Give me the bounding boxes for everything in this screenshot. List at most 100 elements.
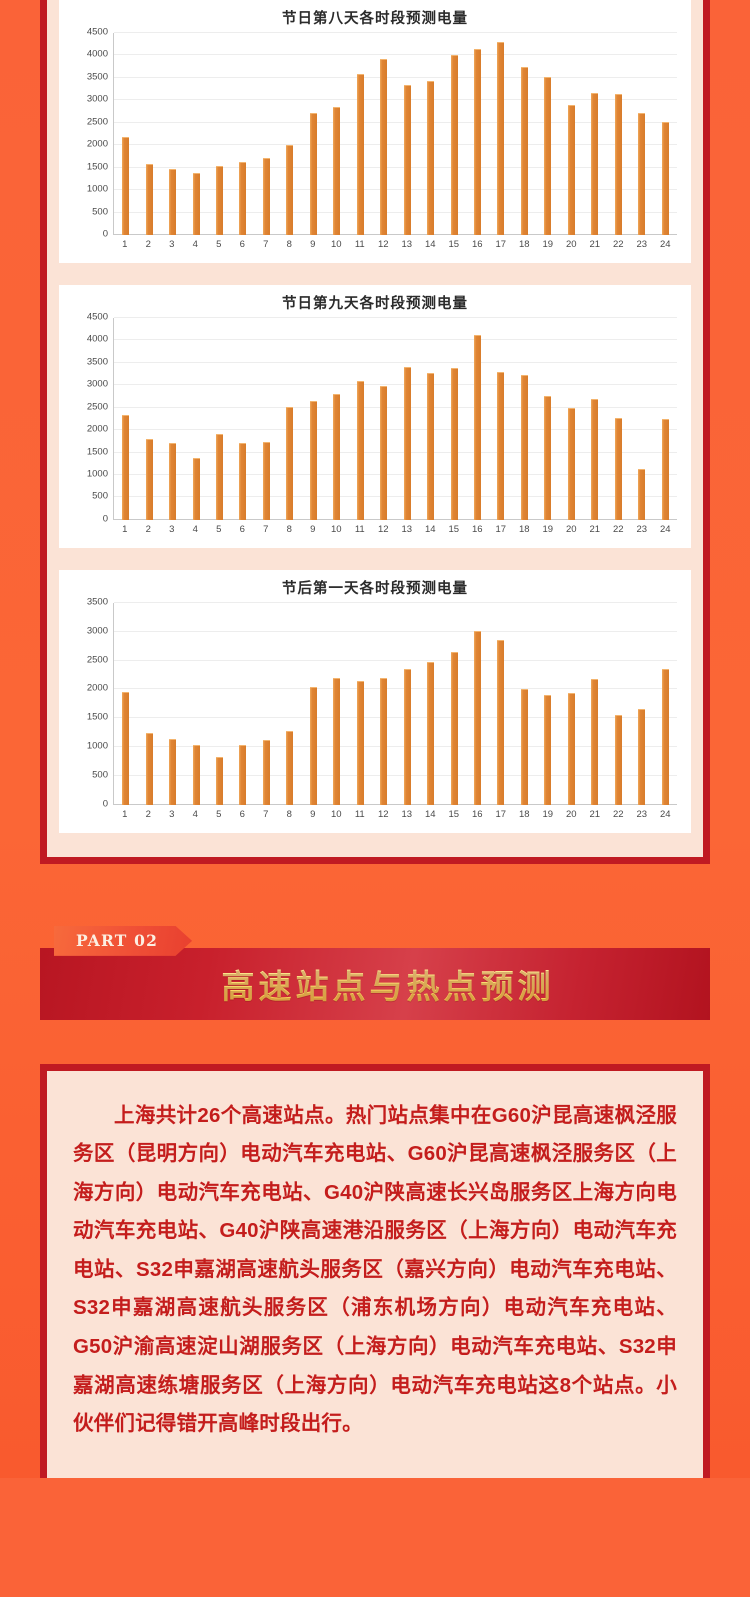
bar-slot <box>607 603 630 805</box>
x-axis-tick-label: 7 <box>263 238 269 250</box>
bar-slot <box>536 33 559 235</box>
bar-slot <box>607 318 630 520</box>
y-axis-tick-label: 3500 <box>86 71 108 83</box>
gridline: 500 <box>92 206 677 217</box>
bar-slot <box>349 318 372 520</box>
plot-area-after1: 0 500 1000 1500 2000 2500 3000 3500 <box>87 596 677 809</box>
x-axis-tick-label: 20 <box>565 523 577 535</box>
gridline: 500 <box>92 769 677 780</box>
bar <box>497 42 505 235</box>
x-axis-tick-label: 15 <box>448 238 460 250</box>
x-axis-tick-label: 4 <box>192 523 198 535</box>
x-axis-tick-label: 1 <box>122 238 128 250</box>
x-axis-after1: 1 2 3 4 5 6 7 8 9 10 11 12 13 14 15 16 17 18 19 20 21 22 23 24 <box>113 805 677 820</box>
x-axis-tick-label: 10 <box>330 808 342 820</box>
y-axis-tick-label: 2500 <box>86 654 108 666</box>
x-axis-tick-label: 3 <box>169 238 175 250</box>
x-axis-tick-label: 11 <box>354 523 365 535</box>
bar <box>520 67 528 235</box>
gridline: 3000 <box>87 379 677 390</box>
bar <box>380 58 388 235</box>
bar <box>380 678 388 805</box>
bar <box>239 162 247 235</box>
gridline: 1500 <box>87 446 677 457</box>
gridline: 3500 <box>87 596 677 607</box>
x-axis-tick-label: 13 <box>401 238 413 250</box>
bar-slot <box>419 603 442 805</box>
bar-slot <box>137 33 160 235</box>
bar <box>192 458 200 520</box>
x-axis-tick-label: 16 <box>471 238 483 250</box>
bar-slot <box>161 603 184 805</box>
bar-slot <box>630 33 653 235</box>
bar <box>614 93 622 235</box>
gridline: 4500 <box>87 26 677 37</box>
gridline: 2000 <box>87 424 677 435</box>
y-axis-tick-label: 3500 <box>86 356 108 368</box>
x-axis-tick-label: 11 <box>354 238 365 250</box>
bar <box>192 744 200 805</box>
bar <box>591 93 599 235</box>
bar <box>520 688 528 805</box>
bar <box>169 443 177 520</box>
chart-card-after1: 节后第一天各时段预测电量 0 500 1000 1500 2000 2500 3000 350… <box>59 569 691 833</box>
x-axis-tick-label: 17 <box>495 523 507 535</box>
bar <box>216 757 224 805</box>
bar <box>427 373 435 520</box>
bar-slot <box>161 33 184 235</box>
bar <box>239 744 247 805</box>
x-axis-tick-label: 12 <box>377 523 389 535</box>
gridline: 2500 <box>87 654 677 665</box>
bar-group <box>114 603 677 805</box>
x-axis-tick-label: 24 <box>659 238 671 250</box>
bar <box>403 669 411 805</box>
y-axis-tick-label: 4000 <box>86 48 108 60</box>
x-axis-tick-label: 2 <box>145 808 151 820</box>
y-axis-tick-label: 1000 <box>86 183 108 195</box>
bar-slot <box>583 603 606 805</box>
bar-slot <box>489 318 512 520</box>
body-text-card: 上海共计26个高速站点。热门站点集中在G60沪昆高速枫泾服务区（昆明方向）电动汽… <box>40 1063 710 1478</box>
bar-slot <box>325 33 348 235</box>
bar <box>591 678 599 805</box>
x-axis-tick-label: 17 <box>495 808 507 820</box>
chart-title-day8: 节日第八天各时段预测电量 <box>282 10 468 27</box>
bar-slot <box>325 318 348 520</box>
bar-slot <box>349 33 372 235</box>
gridline: 3000 <box>87 625 677 636</box>
bar-slot <box>278 33 301 235</box>
x-axis-tick-label: 2 <box>145 523 151 535</box>
bar <box>356 380 364 520</box>
bar-group <box>114 318 677 520</box>
x-axis-tick-label: 2 <box>145 238 151 250</box>
bar <box>192 172 200 235</box>
x-axis-tick-label: 18 <box>518 808 530 820</box>
bar-slot <box>278 318 301 520</box>
bar <box>286 731 294 805</box>
bar <box>309 113 317 235</box>
chart-title-day9: 节日第九天各时段预测电量 <box>282 294 468 312</box>
gridline: 4000 <box>87 334 677 345</box>
x-axis-tick-label: 5 <box>216 523 222 535</box>
bar <box>122 415 130 520</box>
bar <box>544 76 552 235</box>
bar-slot <box>372 318 395 520</box>
gridline: 500 <box>92 491 677 502</box>
x-axis-tick-label: 22 <box>612 238 624 250</box>
y-axis-tick-label: 0 <box>102 228 108 240</box>
gridline: 1000 <box>87 741 677 752</box>
x-axis-tick-label: 17 <box>495 238 507 250</box>
bar <box>309 686 317 805</box>
bar-slot <box>137 318 160 520</box>
gridline: 0 <box>103 513 677 524</box>
bar-group <box>114 33 677 235</box>
y-axis-tick-label: 3000 <box>86 625 108 637</box>
gridline: 1500 <box>87 712 677 723</box>
x-axis-tick-label: 10 <box>330 238 342 250</box>
bar <box>262 739 270 805</box>
y-axis-tick-label: 1000 <box>86 740 108 752</box>
gridline: 2000 <box>87 683 677 694</box>
bar-slot <box>607 33 630 235</box>
bar-slot <box>184 33 207 235</box>
